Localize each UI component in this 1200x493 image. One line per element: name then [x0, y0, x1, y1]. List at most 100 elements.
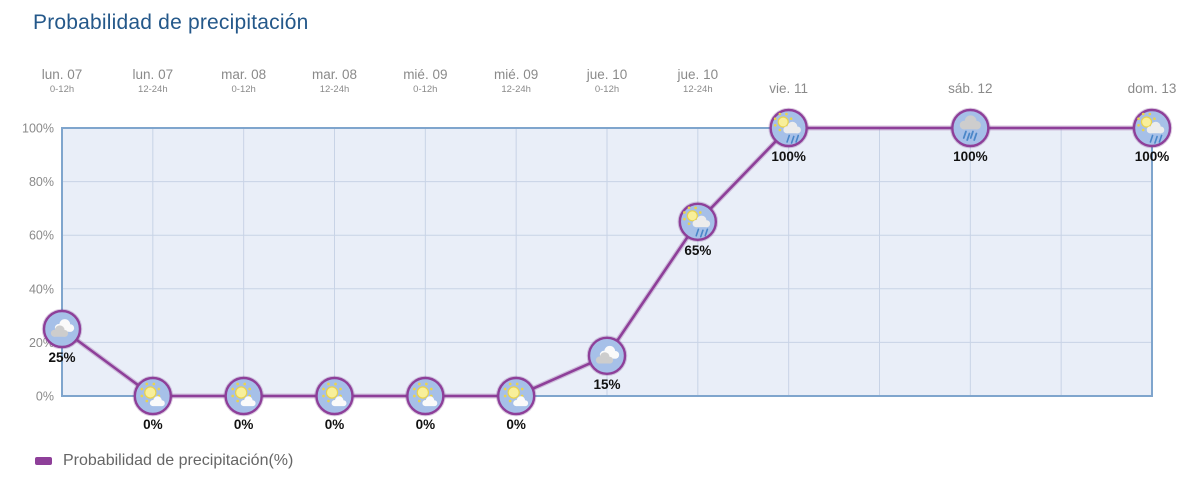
- sun-ray-dot: [236, 399, 239, 403]
- rain-streak: [966, 132, 971, 141]
- cloud-base: [424, 402, 436, 407]
- x-axis-halfday-label: 12-24h: [683, 84, 713, 95]
- cloud-base: [962, 124, 979, 130]
- icon-outer-ring: [314, 375, 355, 417]
- sun-ray-dot: [322, 394, 325, 398]
- rain-streak: [786, 134, 791, 143]
- data-point-value-label: 25%: [48, 350, 75, 365]
- sun-ray-dot: [231, 394, 235, 398]
- data-point-value-label: 0%: [325, 417, 345, 432]
- x-axis-halfday-label: 12-24h: [501, 84, 531, 95]
- sun-ray-dot: [503, 394, 507, 398]
- sun-ray-dot: [778, 112, 782, 116]
- x-axis-day-label: dom. 13: [1128, 81, 1177, 96]
- sun-ray-dot: [520, 387, 524, 391]
- data-point-value-label: 0%: [416, 417, 436, 432]
- sun-disc: [144, 386, 157, 399]
- sun-ray-dot: [327, 399, 330, 403]
- plot-border: [61, 127, 1153, 397]
- sun-ray-dot: [231, 387, 235, 391]
- sun-ray-dot: [1153, 117, 1156, 121]
- sun-ray-dot: [327, 382, 330, 386]
- x-axis-day-label: lun. 07: [42, 67, 83, 82]
- rain-streak: [1154, 135, 1158, 144]
- sun-disc: [416, 386, 430, 399]
- rain-streak: [795, 134, 800, 143]
- sun-ray-dot: [778, 128, 782, 132]
- cloud-base: [52, 332, 67, 337]
- sun-ray-dot: [683, 217, 686, 221]
- x-axis-halfday-label: 0-12h: [50, 84, 74, 95]
- sun-ray-dot: [322, 387, 325, 391]
- data-point-value-label: 100%: [771, 149, 806, 164]
- sun-disc: [507, 386, 520, 399]
- x-axis-halfday-label: 0-12h: [413, 84, 437, 95]
- data-point-value-label: 100%: [953, 149, 988, 164]
- sun-ray-dot: [698, 211, 702, 214]
- x-axis-day-label: jue. 10: [677, 67, 719, 82]
- sun-ray-dot: [1137, 123, 1140, 127]
- x-axis-halfday-label: 0-12h: [232, 84, 256, 95]
- icon-outer-ring: [1131, 107, 1173, 149]
- x-axis-day-label: mié. 09: [494, 67, 538, 82]
- x-axis-day-label: mar. 08: [221, 67, 266, 82]
- x-axis-day-label: lun. 07: [133, 67, 174, 82]
- rain-streak: [969, 130, 974, 139]
- y-axis-tick-label: 60%: [29, 229, 54, 243]
- data-point-icon: [495, 375, 537, 417]
- data-point-icon: [586, 335, 628, 377]
- sun-disc: [686, 210, 698, 222]
- sun-ray-dot: [157, 387, 161, 391]
- sun-ray-dot: [339, 387, 342, 391]
- data-point-icon: [405, 375, 446, 417]
- data-point-icon: [223, 375, 264, 417]
- data-point-icon: [950, 107, 991, 149]
- data-point-icon: [677, 201, 719, 243]
- sun-ray-dot: [1148, 112, 1152, 116]
- y-axis-tick-label: 40%: [29, 282, 54, 296]
- data-point-icon: [132, 375, 174, 417]
- sun-ray-dot: [1137, 117, 1140, 121]
- data-point-icon: [768, 107, 809, 149]
- cloud-base: [333, 402, 345, 407]
- sun-ray-dot: [417, 382, 421, 386]
- icon-outer-ring: [41, 308, 83, 350]
- sun-ray-dot: [683, 211, 686, 214]
- sun-ray-dot: [773, 117, 777, 121]
- sun-ray-dot: [152, 382, 156, 386]
- sun-ray-dot: [417, 399, 421, 403]
- x-axis-day-label: sáb. 12: [948, 81, 992, 96]
- sun-ray-dot: [694, 206, 697, 210]
- icon-outer-ring: [132, 375, 174, 417]
- data-point-value-label: 100%: [1135, 149, 1170, 164]
- data-point-icon: [314, 375, 355, 417]
- data-point-value-label: 0%: [506, 417, 526, 432]
- sun-ray-dot: [429, 387, 433, 391]
- rain-streak: [973, 132, 978, 141]
- sun-ray-dot: [145, 382, 149, 386]
- x-axis-day-label: mar. 08: [312, 67, 357, 82]
- sun-ray-dot: [508, 382, 512, 386]
- legend-swatch: [35, 457, 52, 465]
- sun-ray-dot: [145, 399, 149, 403]
- sun-ray-dot: [248, 387, 252, 391]
- icon-outer-ring: [677, 201, 719, 243]
- sun-ray-dot: [687, 206, 691, 210]
- icon-outer-ring: [223, 375, 264, 417]
- sun-ray-dot: [1141, 112, 1145, 116]
- y-axis-tick-label: 0%: [36, 390, 54, 404]
- x-axis-halfday-label: 12-24h: [320, 84, 350, 95]
- cloud-base: [785, 129, 799, 134]
- x-axis-day-label: mié. 09: [403, 67, 447, 82]
- icon-outer-ring: [405, 375, 446, 417]
- data-point-icon: [41, 308, 83, 350]
- sun-disc: [234, 386, 248, 399]
- sun-ray-dot: [789, 117, 793, 121]
- x-axis-day-label: jue. 10: [586, 67, 628, 82]
- cloud-base: [514, 402, 527, 407]
- icon-outer-ring: [586, 335, 628, 377]
- sun-ray-dot: [785, 112, 788, 116]
- sun-ray-dot: [243, 382, 247, 386]
- chart-legend: Probabilidad de precipitación(%): [35, 452, 293, 470]
